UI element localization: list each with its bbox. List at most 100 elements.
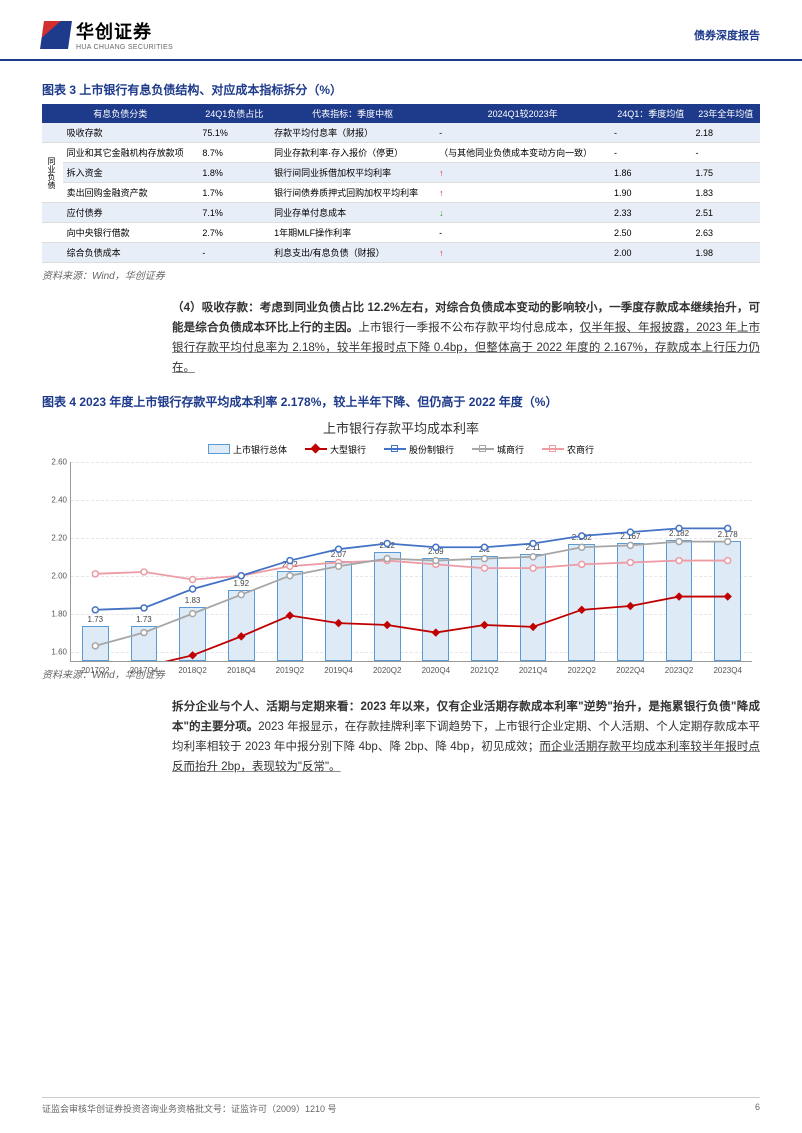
xtick: 2019Q2 [276, 666, 304, 675]
footer-pagenum: 6 [755, 1102, 760, 1115]
table3-cell: 2.18 [692, 123, 760, 143]
chart4-legend: 上市银行总体大型银行股份制银行城商行农商行 [42, 443, 760, 456]
chart4-title: 上市银行存款平均成本利率 [42, 418, 760, 437]
table3-cell: 1.90 [610, 183, 691, 203]
bar-label: 2.09 [428, 547, 444, 556]
table3-cell: 2.51 [692, 203, 760, 223]
table3-cell: 75.1% [198, 123, 270, 143]
legend-item-1: 大型银行 [305, 443, 366, 456]
table3-cell: ↑ [435, 243, 610, 263]
table3-cell: 2.00 [610, 243, 691, 263]
table3-cell: - [692, 143, 760, 163]
table3-cell: 1.98 [692, 243, 760, 263]
bar-2020Q4: 2.09 [422, 558, 449, 661]
table3-cell: 综合负债成本 [63, 243, 199, 263]
table3-cell [42, 123, 63, 143]
xtick: 2020Q4 [422, 666, 450, 675]
table3-cell: 同业存单付息成本 [270, 203, 435, 223]
logo-en: HUA CHUANG SECURITIES [76, 44, 173, 51]
table3-cell: 1.8% [198, 163, 270, 183]
page-header: 华创证券 HUA CHUANG SECURITIES 债券深度报告 [0, 0, 802, 61]
table3-col-3: 2024Q1较2023年 [435, 104, 610, 123]
ytick: 1.60 [43, 647, 67, 656]
xtick: 2017Q2 [81, 666, 109, 675]
logo-cn: 华创证券 [76, 18, 173, 44]
table3-col-1: 24Q1负债占比 [198, 104, 270, 123]
bar-2017Q2: 1.73 [82, 626, 109, 660]
legend-item-0: 上市银行总体 [208, 443, 287, 456]
xtick: 2017Q4 [130, 666, 158, 675]
paragraph-1: （4）吸收存款：考虑到同业负债占比 12.2%左右，对综合负债成本变动的影响较小… [42, 298, 760, 379]
table3-cell: 吸收存款 [63, 123, 199, 143]
figure3-caption: 图表 3 上市银行有息负债结构、对应成本指标拆分（%） [42, 81, 760, 98]
bar-2022Q4: 2.167 [617, 543, 644, 661]
table3-cell: 1年期MLF操作利率 [270, 223, 435, 243]
xtick: 2022Q4 [616, 666, 644, 675]
bar-2020Q2: 2.12 [374, 552, 401, 661]
table3-cell: 利息支出/有息负债（财报） [270, 243, 435, 263]
ytick: 1.80 [43, 609, 67, 618]
bar-label: 2.1 [479, 545, 490, 554]
chart4-plot: 1.601.802.002.202.402.601.732017Q21.7320… [70, 462, 752, 662]
table3-cell: 1.83 [692, 183, 760, 203]
bar-label: 1.73 [88, 615, 104, 624]
xtick: 2019Q4 [324, 666, 352, 675]
footer-left: 证监会审核华创证券投资咨询业务资格批文号：证监许可（2009）1210 号 [42, 1102, 337, 1115]
xtick: 2022Q2 [568, 666, 596, 675]
table3-col-2: 代表指标：季度中枢 [270, 104, 435, 123]
bar-label: 2.167 [620, 532, 640, 541]
paragraph-2: 拆分企业与个人、活期与定期来看：2023 年以来，仅有企业活期存款成本利率"逆势… [42, 697, 760, 778]
table3-cell: 同业和其它金融机构存放款项 [63, 143, 199, 163]
table3-cell: 拆入资金 [63, 163, 199, 183]
table3-cell: 卖出回购金融资产款 [63, 183, 199, 203]
table3-cell [42, 243, 63, 263]
table3-cell: 存款平均付息率（财报） [270, 123, 435, 143]
table3-col-5: 23年全年均值 [692, 104, 760, 123]
xtick: 2023Q2 [665, 666, 693, 675]
table3-cell: 2.33 [610, 203, 691, 223]
legend-item-4: 农商行 [542, 443, 594, 456]
logo-block: 华创证券 HUA CHUANG SECURITIES [42, 18, 173, 51]
table3-cell: - [435, 123, 610, 143]
bar-2022Q2: 2.162 [568, 544, 595, 661]
bar-2023Q2: 2.182 [666, 540, 693, 660]
table3-cell: 银行间同业拆借加权平均利率 [270, 163, 435, 183]
bar-label: 2.12 [379, 541, 395, 550]
bar-label: 2.07 [331, 550, 347, 559]
bar-label: 2.02 [282, 560, 298, 569]
ytick: 2.60 [43, 457, 67, 466]
legend-item-2: 股份制银行 [384, 443, 454, 456]
table3-cell: 1.86 [610, 163, 691, 183]
bar-label: 1.73 [136, 615, 152, 624]
table3-cell: 银行间债券质押式回购加权平均利率 [270, 183, 435, 203]
page-footer: 证监会审核华创证券投资咨询业务资格批文号：证监许可（2009）1210 号 6 [42, 1097, 760, 1115]
table3-group-cell: 同业负债 [42, 143, 63, 203]
table3-cell: （与其他同业负债成本变动方向一致） [435, 143, 610, 163]
table3-cell: 2.63 [692, 223, 760, 243]
bar-2021Q2: 2.1 [471, 556, 498, 661]
table3-cell [42, 203, 63, 223]
xtick: 2018Q4 [227, 666, 255, 675]
bar-2021Q4: 2.11 [520, 554, 547, 661]
table3-cell: 向中央银行借款 [63, 223, 199, 243]
table3-cell: ↑ [435, 163, 610, 183]
bar-label: 1.92 [233, 579, 249, 588]
table3-cell: - [198, 243, 270, 263]
bar-2017Q4: 1.73 [131, 626, 158, 660]
table3: 有息负债分类24Q1负债占比代表指标：季度中枢2024Q1较2023年24Q1：… [42, 104, 760, 263]
xtick: 2020Q2 [373, 666, 401, 675]
table3-cell: - [435, 223, 610, 243]
table3-col-0: 有息负债分类 [42, 104, 198, 123]
bar-label: 2.182 [669, 529, 689, 538]
ytick: 2.40 [43, 495, 67, 504]
chart4: 上市银行存款平均成本利率 上市银行总体大型银行股份制银行城商行农商行 1.601… [42, 418, 760, 662]
table3-cell: 2.50 [610, 223, 691, 243]
bar-2018Q4: 1.92 [228, 590, 255, 660]
ytick: 2.00 [43, 571, 67, 580]
table3-cell: 2.7% [198, 223, 270, 243]
bar-2018Q2: 1.83 [179, 607, 206, 660]
table3-cell: 同业存款利率·存入报价（停更） [270, 143, 435, 163]
bar-label: 2.11 [526, 543, 541, 552]
bar-2019Q2: 2.02 [277, 571, 304, 661]
figure4-caption: 图表 4 2023 年度上市银行存款平均成本利率 2.178%，较上半年下降、但… [42, 393, 760, 410]
